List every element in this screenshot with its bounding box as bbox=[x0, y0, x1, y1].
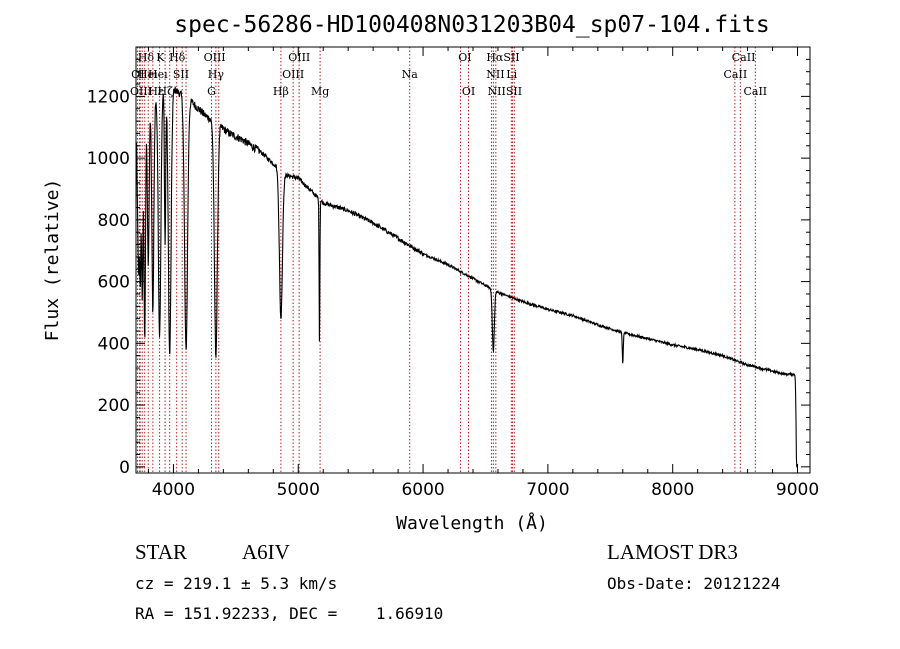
line-label: Hδ bbox=[169, 51, 186, 64]
line-label: NII bbox=[486, 68, 504, 81]
x-tick-label: 6000 bbox=[401, 480, 444, 500]
plot-frame bbox=[135, 46, 811, 474]
line-label: CaII bbox=[732, 51, 756, 64]
line-label: CaII bbox=[743, 85, 767, 98]
redshift-cz: cz = 219.1 ± 5.3 km/s bbox=[135, 574, 338, 593]
line-label: K bbox=[156, 51, 165, 64]
line-label: OIII bbox=[130, 85, 152, 98]
line-label: OI bbox=[131, 68, 144, 81]
line-label: NIISII bbox=[488, 85, 523, 98]
line-label: G bbox=[207, 85, 216, 98]
y-axis-label: Flux (relative) bbox=[42, 179, 63, 342]
spectrum-line bbox=[136, 86, 798, 468]
x-tick-label: 4000 bbox=[152, 480, 195, 500]
x-tick-label: 7000 bbox=[526, 480, 569, 500]
y-axis: 0 200 400 600 800 1000 1200 bbox=[87, 58, 810, 478]
line-label: SII bbox=[173, 68, 189, 81]
x-axis-label: Wavelength (Å) bbox=[396, 512, 548, 534]
line-label: OI bbox=[462, 85, 475, 98]
line-label: Heı bbox=[138, 68, 158, 81]
spectral-line-markers bbox=[136, 47, 756, 473]
y-tick-label: 200 bbox=[98, 396, 130, 416]
line-label: Hδ bbox=[138, 51, 155, 64]
y-tick-label: 800 bbox=[98, 211, 130, 231]
x-tick-label: 9000 bbox=[776, 480, 819, 500]
observation-date: Obs-Date: 20121224 bbox=[607, 574, 781, 593]
line-label: HαSII bbox=[486, 51, 519, 64]
coordinates: RA = 151.92233, DEC = 1.66910 bbox=[135, 604, 444, 623]
line-label: Hβ bbox=[273, 85, 289, 98]
x-tick-label: 8000 bbox=[651, 480, 694, 500]
line-label: Hζ bbox=[158, 85, 174, 98]
x-tick-label: 5000 bbox=[277, 480, 320, 500]
line-label: Mg bbox=[311, 85, 329, 98]
object-class: STAR bbox=[135, 540, 187, 564]
chart-title: spec-56286-HD100408N031203B04_sp07-104.f… bbox=[174, 12, 769, 38]
survey-name: LAMOST DR3 bbox=[607, 540, 738, 564]
y-tick-label: 1200 bbox=[87, 87, 130, 107]
spectral-type: A6IV bbox=[242, 540, 290, 564]
x-axis: 4000 5000 6000 7000 8000 9000 bbox=[147, 47, 819, 500]
line-label: OIII bbox=[282, 68, 304, 81]
y-tick-label: 400 bbox=[98, 334, 130, 354]
line-label: Heı bbox=[148, 68, 168, 81]
line-label: Na bbox=[402, 68, 419, 81]
line-label: OIII bbox=[288, 51, 310, 64]
y-tick-label: 1000 bbox=[87, 149, 130, 169]
line-label: CaII bbox=[724, 68, 748, 81]
y-tick-label: 0 bbox=[119, 458, 130, 478]
line-label: Li bbox=[506, 68, 517, 81]
line-label: OIII bbox=[204, 51, 226, 64]
y-tick-label: 600 bbox=[98, 273, 130, 293]
line-label: OI bbox=[458, 51, 471, 64]
line-label: Hγ bbox=[208, 68, 225, 81]
line-label: Hε bbox=[148, 85, 164, 98]
